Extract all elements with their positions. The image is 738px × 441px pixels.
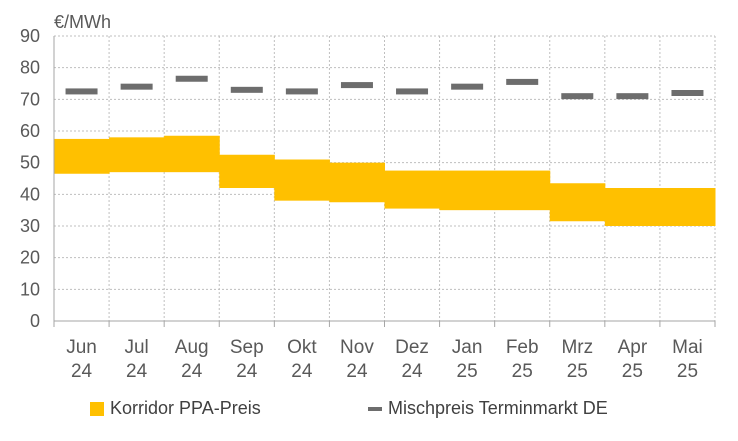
x-tick-label-year: 25 <box>567 361 588 382</box>
ppa-corridor-band <box>329 162 385 203</box>
x-tick-label-month: Apr <box>618 337 648 358</box>
x-tick-label-year: 25 <box>512 361 533 382</box>
legend-item-ppa: Korridor PPA-Preis <box>90 398 261 419</box>
ppa-corridor-band <box>604 188 661 226</box>
ppa-corridor-band <box>549 183 606 222</box>
x-tick-label-year: 24 <box>236 361 258 382</box>
legend-item-terminmarkt: Mischpreis Terminmarkt DE <box>368 398 608 419</box>
x-tick-label-month: Sep <box>230 337 264 358</box>
terminmarkt-marker <box>230 86 263 93</box>
x-tick-label-year: 24 <box>126 361 148 382</box>
y-tick-label: 70 <box>20 89 40 109</box>
ppa-corridor-band <box>494 170 551 211</box>
ppa-corridor-series <box>54 135 716 226</box>
legend-swatch-terminmarkt <box>368 406 382 411</box>
y-tick-label: 80 <box>20 58 40 78</box>
x-tick-label-year: 25 <box>622 361 643 382</box>
x-tick-label-month: Jun <box>66 337 97 358</box>
y-tick-label: 20 <box>20 248 40 268</box>
terminmarkt-marker <box>65 88 98 95</box>
y-tick-label: 0 <box>30 311 40 331</box>
x-tick-label-year: 25 <box>677 361 698 382</box>
terminmarkt-marker <box>175 75 208 82</box>
x-tick-label-year: 24 <box>291 361 313 382</box>
x-tick-label-month: Dez <box>395 337 429 358</box>
x-tick-label-month: Okt <box>287 337 317 358</box>
gridlines <box>53 35 716 321</box>
terminmarkt-marker <box>120 83 153 90</box>
legend-label-terminmarkt: Mischpreis Terminmarkt DE <box>388 398 608 418</box>
x-tick-label-month: Jul <box>124 337 148 358</box>
y-tick-label: 60 <box>20 121 40 141</box>
chart: €/MWh 0 10 20 30 40 50 60 70 80 90 Jun 24 Jul 24 Aug 2… <box>20 12 716 382</box>
x-tick-label-year: 24 <box>401 361 423 382</box>
x-tick-label-year: 24 <box>71 361 93 382</box>
terminmarkt-marker <box>340 82 373 89</box>
x-tick-label-year: 24 <box>346 361 368 382</box>
x-axis: Jun 24 Jul 24 Aug 24 Sep 24 Okt 24 Nov 24 Dez 24 Jan 25… <box>53 320 716 382</box>
ppa-corridor-band <box>659 188 716 226</box>
y-unit-label: €/MWh <box>54 12 111 32</box>
terminmarkt-marker <box>561 93 594 100</box>
terminmarkt-marker <box>285 88 318 95</box>
ppa-corridor-band <box>54 138 110 174</box>
terminmarkt-series <box>65 75 704 100</box>
x-tick-label-month: Feb <box>506 337 539 358</box>
y-tick-label: 50 <box>20 153 40 173</box>
x-tick-label-month: Mrz <box>561 337 593 358</box>
y-tick-label: 10 <box>20 279 40 299</box>
ppa-corridor-band <box>439 170 496 211</box>
ppa-corridor-band <box>164 135 220 173</box>
x-tick-label-year: 25 <box>457 361 478 382</box>
ppa-corridor-band <box>384 170 441 209</box>
terminmarkt-marker <box>616 93 649 100</box>
terminmarkt-marker <box>396 88 429 95</box>
x-tick-label-month: Nov <box>340 337 374 358</box>
y-tick-label: 90 <box>20 26 40 46</box>
y-axis: 0 10 20 30 40 50 60 70 80 90 <box>20 26 55 331</box>
x-tick-label-year: 24 <box>181 361 203 382</box>
ppa-corridor-band <box>109 137 165 173</box>
y-tick-label: 40 <box>20 184 40 204</box>
x-tick-label-month: Mai <box>672 337 703 358</box>
terminmarkt-marker <box>451 83 484 90</box>
legend-swatch-ppa <box>90 401 104 416</box>
terminmarkt-marker <box>506 78 539 85</box>
ppa-corridor-band <box>219 154 275 188</box>
x-tick-label-month: Jan <box>452 337 483 358</box>
legend-label-ppa: Korridor PPA-Preis <box>110 398 261 418</box>
ppa-corridor-band <box>274 159 330 201</box>
terminmarkt-marker <box>671 90 704 96</box>
y-tick-label: 30 <box>20 216 40 236</box>
x-tick-label-month: Aug <box>175 337 209 358</box>
